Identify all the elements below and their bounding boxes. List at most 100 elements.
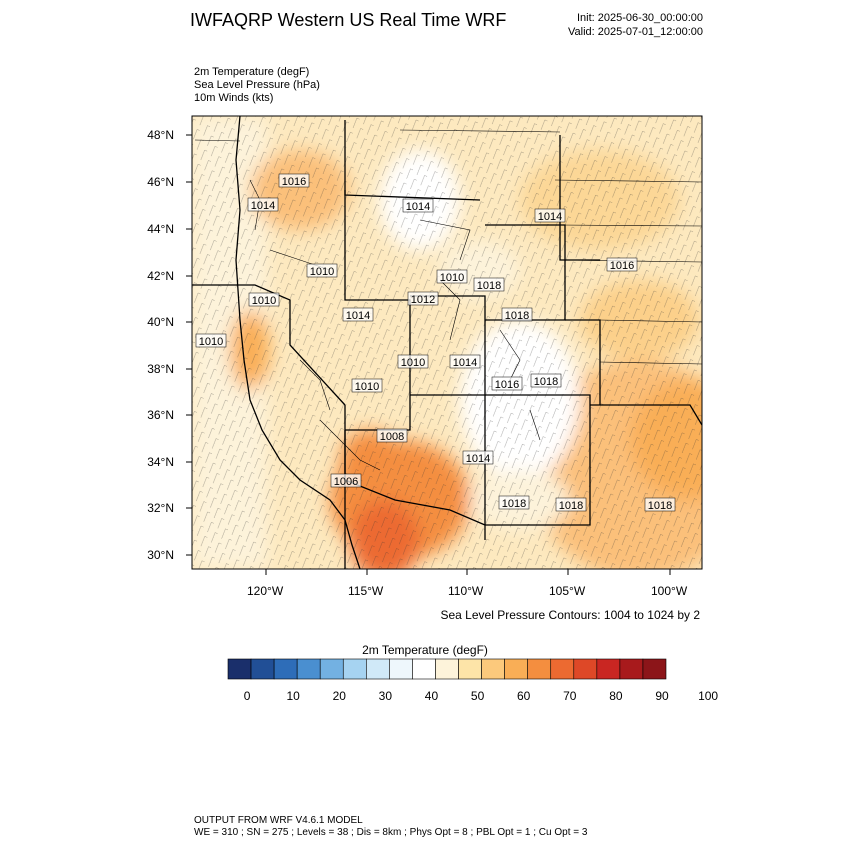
colorbar xyxy=(227,658,667,680)
svg-text:1014: 1014 xyxy=(251,200,275,212)
colorbar-label: 30 xyxy=(378,689,393,703)
pressure-label: 1016 xyxy=(278,173,310,188)
lat-label-40n: 40°N xyxy=(147,315,174,329)
colorbar-label: 70 xyxy=(563,689,577,703)
colorbar-swatch xyxy=(550,658,575,680)
lat-label-46n: 46°N xyxy=(147,175,174,189)
lon-ticks xyxy=(265,569,671,575)
colorbar-swatch xyxy=(504,658,528,680)
colorbar-swatch xyxy=(619,658,644,680)
colorbar-label: 40 xyxy=(424,689,439,703)
colorbar-swatch xyxy=(412,658,436,680)
svg-text:1010: 1010 xyxy=(199,336,223,348)
pressure-label: 1010 xyxy=(306,263,338,278)
svg-text:1010: 1010 xyxy=(440,272,464,284)
svg-text:1008: 1008 xyxy=(380,431,404,443)
colorbar-swatch xyxy=(389,658,413,680)
footer-config: WE = 310 ; SN = 275 ; Levels = 38 ; Dis … xyxy=(194,827,588,838)
lat-label-32n: 32°N xyxy=(147,501,174,515)
colorbar-swatch xyxy=(596,658,621,680)
pressure-contour-labels: 1016 1014 1014 1014 1010 1016 1010 1012 1018 1010… xyxy=(195,173,676,512)
lat-label-34n: 34°N xyxy=(147,455,174,469)
svg-text:1006: 1006 xyxy=(334,476,358,488)
lat-ticks xyxy=(186,134,192,556)
colorbar-label: 10 xyxy=(286,689,300,703)
svg-text:1018: 1018 xyxy=(559,500,583,512)
contour-note: Sea Level Pressure Contours: 1004 to 102… xyxy=(440,608,701,622)
pressure-label: 1006 xyxy=(330,473,362,488)
colorbar-label: 0 xyxy=(243,689,251,703)
lat-label-44n: 44°N xyxy=(147,222,174,236)
variable-label-winds: 10m Winds (kts) xyxy=(194,92,274,104)
svg-text:1014: 1014 xyxy=(538,211,562,223)
footer-model: OUTPUT FROM WRF V4.6.1 MODEL xyxy=(194,815,363,826)
variable-label-temperature: 2m Temperature (degF) xyxy=(194,66,310,78)
colorbar-swatch xyxy=(573,658,598,680)
pressure-label: 1012 xyxy=(407,291,439,306)
valid-time: Valid: 2025-07-01_12:00:00 xyxy=(568,26,703,38)
svg-text:1010: 1010 xyxy=(252,295,276,307)
colorbar-swatch xyxy=(458,658,482,680)
lat-label-36n: 36°N xyxy=(147,408,174,422)
svg-text:1014: 1014 xyxy=(453,357,477,369)
colorbar-label: 80 xyxy=(609,689,623,703)
pressure-label: 1010 xyxy=(436,269,468,284)
pressure-label: 1018 xyxy=(473,277,505,292)
colorbar-swatch xyxy=(342,658,367,680)
lat-label-42n: 42°N xyxy=(147,269,174,283)
svg-text:1018: 1018 xyxy=(648,500,672,512)
svg-text:1010: 1010 xyxy=(355,381,379,393)
svg-text:1010: 1010 xyxy=(401,357,425,369)
chart-title: IWFAQRP Western US Real Time WRF xyxy=(190,10,507,30)
colorbar-swatch xyxy=(250,658,275,680)
variable-label-pressure: Sea Level Pressure (hPa) xyxy=(194,79,320,91)
pressure-label: 1010 xyxy=(397,354,429,369)
colorbar-swatch xyxy=(642,658,667,680)
lat-label-30n: 30°N xyxy=(147,548,174,562)
svg-text:1016: 1016 xyxy=(495,379,519,391)
lon-label-110w: 110°W xyxy=(448,584,484,598)
colorbar-swatch xyxy=(481,658,505,680)
pressure-label: 1018 xyxy=(501,307,533,322)
lat-label-48n: 48°N xyxy=(147,128,174,142)
svg-text:1014: 1014 xyxy=(346,310,370,322)
pressure-label: 1016 xyxy=(491,376,523,391)
pressure-label: 1014 xyxy=(342,307,374,322)
plot-frame xyxy=(191,115,703,570)
colorbar-swatch xyxy=(435,658,459,680)
init-time: Init: 2025-06-30_00:00:00 xyxy=(577,12,703,24)
colorbar-label: 20 xyxy=(332,689,346,703)
svg-text:1018: 1018 xyxy=(505,310,529,322)
svg-text:1010: 1010 xyxy=(310,266,334,278)
colorbar-swatch xyxy=(366,658,390,680)
colorbar-label: 100 xyxy=(698,689,719,703)
colorbar-swatch xyxy=(527,658,552,680)
pressure-label: 1018 xyxy=(644,497,676,512)
pressure-label: 1014 xyxy=(534,208,566,223)
lon-label-100w: 100°W xyxy=(651,584,688,598)
svg-text:1012: 1012 xyxy=(411,294,435,306)
svg-text:1016: 1016 xyxy=(282,176,306,188)
svg-text:1016: 1016 xyxy=(610,260,634,272)
svg-text:1018: 1018 xyxy=(477,280,501,292)
lon-label-120w: 120°W xyxy=(247,584,284,598)
colorbar-label: 60 xyxy=(516,689,531,703)
pressure-label: 1010 xyxy=(351,378,383,393)
pressure-label: 1014 xyxy=(402,198,434,213)
svg-text:1014: 1014 xyxy=(406,201,430,213)
lat-label-38n: 38°N xyxy=(147,362,174,376)
colorbar-swatch xyxy=(319,658,344,680)
colorbar-label: 90 xyxy=(655,689,669,703)
pressure-label: 1008 xyxy=(376,428,408,443)
lon-label-115w: 115°W xyxy=(348,584,384,598)
svg-text:1018: 1018 xyxy=(534,376,558,388)
colorbar-label: 50 xyxy=(470,689,485,703)
lon-label-105w: 105°W xyxy=(549,584,586,598)
colorbar-title: 2m Temperature (degF) xyxy=(362,643,488,657)
pressure-label: 1018 xyxy=(498,495,530,510)
pressure-label: 1010 xyxy=(195,333,227,348)
pressure-label: 1010 xyxy=(248,292,280,307)
pressure-label: 1018 xyxy=(530,373,562,388)
pressure-label: 1018 xyxy=(555,497,587,512)
